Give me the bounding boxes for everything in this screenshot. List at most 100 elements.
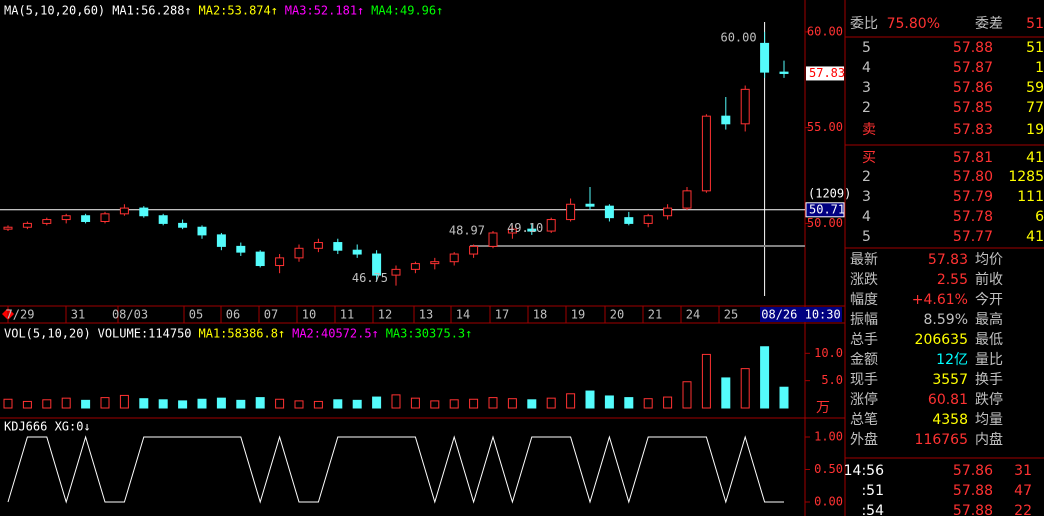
buy-price: 57.79: [953, 189, 993, 205]
candle-body: [488, 232, 498, 247]
y-tick-label: 0.50: [814, 462, 843, 476]
sell-price: 57.87: [953, 60, 993, 76]
sell-level: 5: [862, 40, 871, 56]
tick-time: :51: [861, 483, 884, 499]
stat-value: 60.81: [928, 392, 968, 408]
stat-value: +4.61%: [912, 292, 968, 308]
stat-value: 57.83: [928, 252, 968, 268]
stat-label: 内盘: [975, 431, 1003, 448]
tick-volume: 31: [1014, 463, 1032, 479]
candle-body: [643, 215, 653, 224]
buy-level: 2: [862, 169, 871, 185]
candle-body: [3, 226, 13, 230]
indicator-label: MA4:49.96↑: [371, 4, 443, 18]
date-label: 08/03: [112, 308, 148, 322]
volume-bar: [391, 394, 401, 409]
candle-body: [469, 245, 479, 255]
date-label: 12: [378, 308, 392, 322]
stat-value: 4358: [932, 412, 968, 428]
candle-body: [391, 268, 401, 276]
tick-volume: 47: [1014, 483, 1032, 499]
sell-level: 3: [862, 80, 871, 96]
volume-bar: [178, 400, 188, 409]
sell-price: 57.88: [953, 40, 993, 56]
buy-volume: 1285: [1008, 169, 1044, 185]
tick-price: 57.88: [953, 483, 993, 499]
date-label: 18: [533, 308, 547, 322]
candle-body: [255, 251, 265, 267]
sell-volume: 77: [1026, 100, 1044, 116]
candle-body: [236, 245, 246, 253]
candle-body: [22, 222, 32, 228]
time-box: [760, 307, 842, 322]
date-label: 11: [340, 308, 354, 322]
candle-body: [701, 115, 711, 192]
candle-body: [507, 228, 517, 234]
sell-level: 卖: [862, 122, 876, 138]
candle-body: [663, 207, 673, 217]
buy-volume: 41: [1026, 229, 1044, 245]
date-label: 20: [610, 308, 624, 322]
stat-label: 今开: [975, 292, 1003, 308]
diff-value: 51: [1026, 16, 1044, 32]
date-label: 14: [456, 308, 470, 322]
date-label: 21: [648, 308, 662, 322]
volume-bar: [216, 397, 226, 409]
tick-price: 57.86: [953, 463, 993, 479]
stat-label: 最低: [975, 332, 1003, 348]
y-tick-label: 55.00: [807, 120, 843, 134]
volume-bar: [488, 397, 498, 409]
date-label: 25: [724, 308, 738, 322]
volume-bar: [760, 346, 770, 409]
indicator-label: VOL(5,10,20): [4, 327, 91, 341]
candle-body: [61, 215, 71, 221]
buy-price: 57.80: [953, 169, 993, 185]
stat-value: 2.55: [937, 272, 968, 288]
indicator-label: MA2:53.874↑: [199, 4, 278, 18]
stat-value: 8.59%: [924, 312, 968, 328]
indicator-label: MA1:56.288↑: [112, 4, 191, 18]
candle-body: [294, 247, 304, 259]
tick-volume: 22: [1014, 503, 1032, 516]
candle-body: [740, 88, 750, 125]
volume-bar: [507, 398, 517, 409]
diff-label: 委差: [975, 16, 1003, 32]
candle-body: [275, 257, 285, 267]
indicator-label: MA(5,10,20,60): [4, 4, 105, 18]
date-label: 7/29: [6, 308, 35, 322]
candle-body: [372, 253, 382, 276]
y-tick-label: 0.00: [814, 495, 843, 509]
sell-price: 57.83: [953, 122, 993, 138]
volume-bar: [333, 399, 343, 409]
buy-price: 57.78: [953, 209, 993, 225]
candle-body: [449, 253, 459, 263]
candle-body: [546, 219, 556, 232]
date-label: 13: [419, 308, 433, 322]
volume-bar: [158, 399, 168, 409]
sell-price: 57.86: [953, 80, 993, 96]
stat-label: 均价: [975, 252, 1003, 268]
candle-body: [566, 203, 576, 221]
volume-bar: [236, 399, 246, 409]
volume-bar: [585, 390, 595, 409]
stat-label: 换手: [975, 371, 1003, 388]
indicator-label: VOLUME:114750: [98, 327, 192, 341]
crosshair-value: 50.71: [809, 202, 845, 216]
indicator-label: KDJ666 XG:0↓: [4, 420, 91, 434]
candle-body: [81, 215, 91, 222]
candle-body: [430, 261, 440, 265]
volume-bar: [410, 397, 420, 409]
stat-label: 涨跌: [850, 272, 878, 288]
date-label: 19: [571, 308, 585, 322]
sell-level: 2: [862, 100, 871, 116]
buy-volume: 6: [1035, 209, 1044, 225]
candle-body: [216, 234, 226, 247]
volume-bar: [42, 399, 52, 409]
stat-label: 金额: [850, 352, 878, 368]
price-annotation: 49.10: [507, 221, 543, 235]
sell-volume: 1: [1035, 60, 1044, 76]
indicator-label: MA3:30375.3↑: [386, 327, 473, 341]
buy-volume: 111: [1017, 189, 1044, 205]
candle-body: [779, 71, 789, 74]
